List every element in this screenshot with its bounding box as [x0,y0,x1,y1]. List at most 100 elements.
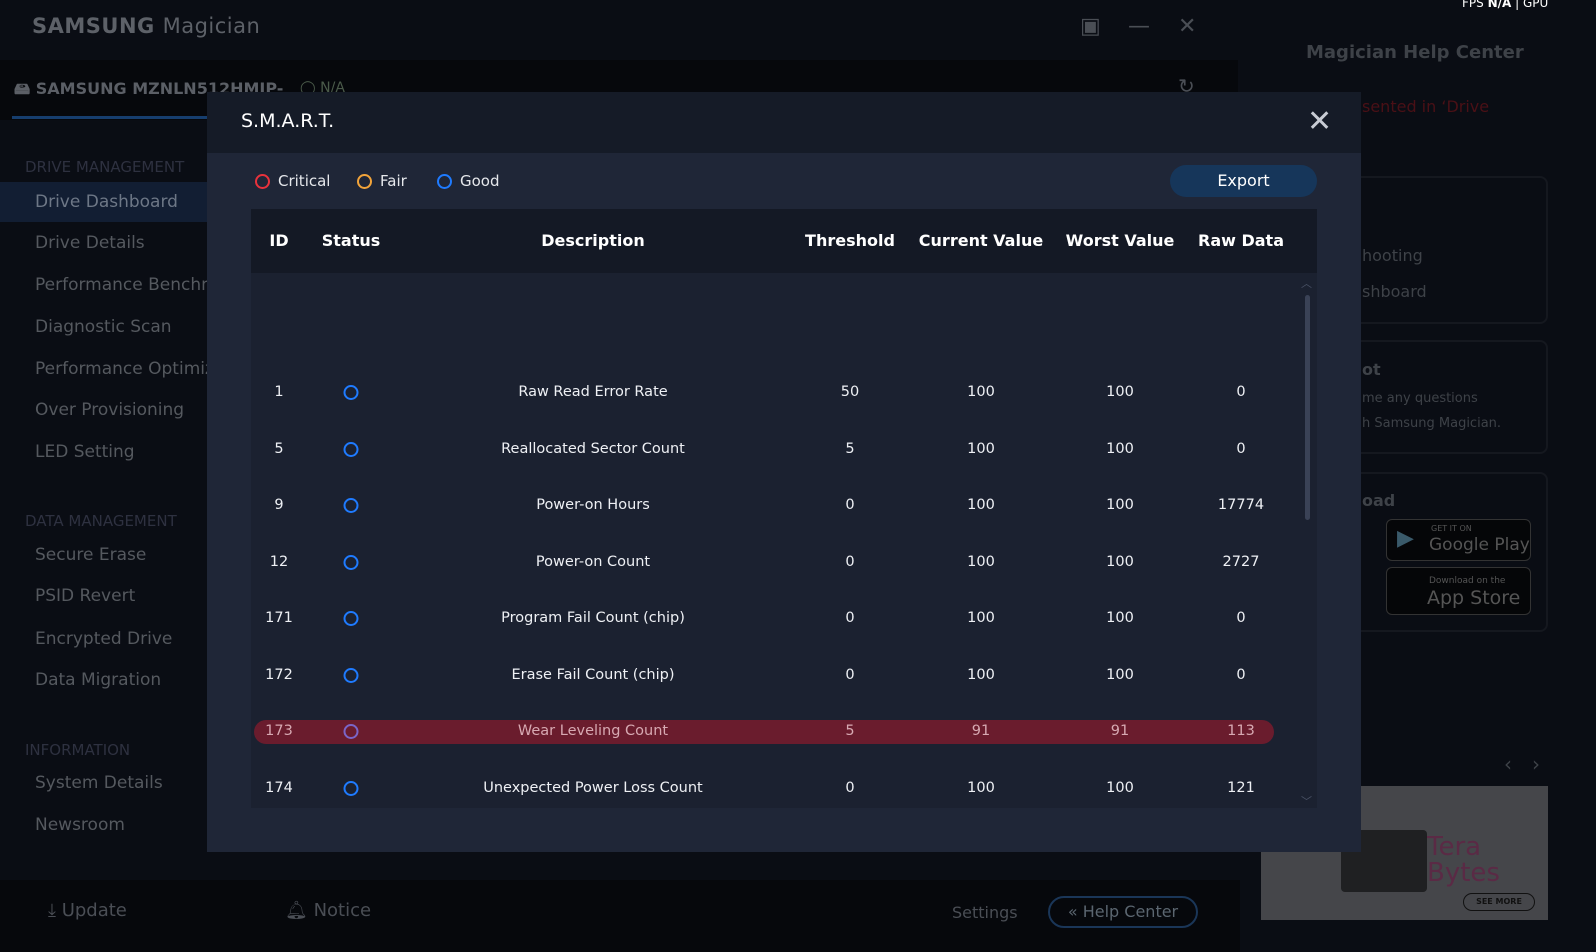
table-row[interactable]: 1 Raw Read Error Rate 50 100 100 0 [251,381,1317,405]
support-text: me any questions [1362,391,1478,406]
table-cell: 1 [274,384,284,400]
table-cell: 0 [845,553,855,570]
sidebar-item[interactable]: Newsroom [35,815,125,835]
table-row[interactable]: 172 Erase Fail Count (chip) 0 100 100 0 [251,664,1317,688]
sidebar-selection [0,182,210,222]
sidebar-item[interactable]: Secure Erase [35,545,147,565]
close-window-icon[interactable]: ✕ [1178,14,1197,39]
status-indicator-icon [343,554,359,570]
status-indicator-icon [343,667,359,683]
table-cell: 100 [1106,440,1134,457]
sidebar-item[interactable]: LED Setting [35,442,135,462]
status-indicator-icon [343,724,359,739]
download-title: oad [1362,491,1396,510]
table-row[interactable]: 5 Reallocated Sector Count 5 100 100 0 [251,438,1317,462]
settings-button[interactable]: Settings [952,903,1018,922]
google-play-icon: ▶ [1397,526,1414,551]
table-cell: 100 [967,384,995,400]
sidebar-item[interactable]: PSID Revert [35,586,136,606]
table-cell: 0 [1236,440,1246,457]
sidebar-item[interactable]: Performance Benchmark [35,275,245,295]
scrollbar[interactable] [1305,295,1310,520]
sidebar-item[interactable]: Data Migration [35,670,162,690]
table-cell: 5 [845,440,855,457]
table-cell: 100 [967,666,995,683]
app-store-button[interactable]: Download on the App Store [1386,567,1531,615]
table-cell: Power-on Hours [536,497,650,513]
restore-icon[interactable]: ▣ [1080,14,1101,39]
column-header[interactable]: Threshold [805,231,895,250]
table-cell: 174 [265,779,293,796]
column-header[interactable]: Worst Value [1065,231,1175,250]
scroll-down-icon[interactable]: ﹀ [1301,795,1312,808]
table-cell: 5 [845,723,855,739]
status-indicator-icon [343,441,359,457]
table-cell: Unexpected Power Loss Count [483,779,703,796]
column-header[interactable]: ID [269,231,289,250]
google-play-button[interactable]: GET IT ON Google Play ▶ [1386,519,1531,561]
table-cell: 9 [274,497,284,513]
table-cell: 100 [1106,553,1134,570]
drive-icon: 🖴 [14,79,31,98]
see-more-button[interactable]: SEE MORE [1463,893,1535,911]
export-button[interactable]: Export [1170,165,1317,197]
sidebar-item[interactable]: Drive Details [35,233,145,253]
status-indicator-icon [343,780,359,796]
sidebar-item[interactable]: Encrypted Drive [35,629,173,649]
table-header: ID Status Description Threshold Current Valu… [251,209,1317,273]
carousel-next-icon[interactable]: › [1532,752,1540,776]
legend-good: Good [437,172,500,190]
sidebar-item[interactable]: Performance Optimization [35,359,257,379]
sidebar-item[interactable]: Drive Dashboard [35,192,178,212]
table-cell: 100 [967,553,995,570]
table-cell: 100 [967,497,995,513]
sidebar-item[interactable]: System Details [35,773,163,793]
minimize-icon[interactable]: — [1128,14,1150,39]
column-header[interactable]: Raw Data [1198,231,1284,250]
app-logo: SAMSUNG Magician [32,14,261,38]
table-cell: Erase Fail Count (chip) [511,666,675,683]
table-cell: 91 [971,723,991,739]
table-cell: 113 [1227,723,1255,739]
table-cell: Raw Read Error Rate [518,384,668,400]
table-cell: 50 [840,384,860,400]
support-text: h Samsung Magician. [1362,416,1502,431]
table-cell: 0 [845,779,855,796]
help-link[interactable]: hooting [1362,246,1423,265]
column-header[interactable]: Current Value [918,231,1044,250]
fair-dot-icon [357,173,372,189]
sidebar-item[interactable]: Over Provisioning [35,400,185,420]
help-center-button[interactable]: « Help Center [1048,896,1198,928]
table-cell: 91 [1110,723,1130,739]
table-cell: 2727 [1222,553,1260,570]
sidebar-section-title: DATA MANAGEMENT [25,512,177,530]
scroll-up-icon[interactable]: ︿ [1301,277,1312,290]
help-warning: sented in ‘Drive [1362,97,1490,116]
close-icon[interactable]: ✕ [1307,104,1333,139]
table-cell: 172 [265,666,293,683]
table-row[interactable]: 171 Program Fail Count (chip) 0 100 100 0 [251,607,1317,631]
table-cell: 100 [1106,610,1134,626]
help-link[interactable]: shboard [1362,282,1427,301]
table-cell: 171 [265,610,293,626]
table-cell: 0 [1236,384,1246,400]
table-cell: 17774 [1217,497,1265,513]
status-indicator-icon [343,611,359,626]
drive-tab-indicator [12,116,212,119]
carousel-prev-icon[interactable]: ‹ [1504,752,1512,776]
table-row[interactable]: 174 Unexpected Power Loss Count 0 100 100 121 [251,777,1317,801]
sidebar-item[interactable]: Diagnostic Scan [35,317,172,337]
table-cell: 0 [1236,666,1246,683]
table-cell: 173 [265,723,293,739]
update-button[interactable]: ⤓ Update [48,900,127,921]
table-cell: 0 [845,497,855,513]
table-cell: Program Fail Count (chip) [501,610,685,626]
column-header[interactable]: Description [541,231,645,250]
column-header[interactable]: Status [321,231,381,250]
table-row[interactable]: 12 Power-on Count 0 100 100 2727 [251,551,1317,575]
notice-button[interactable]: 🔔︎ Notice [285,900,372,921]
good-dot-icon [437,173,452,189]
table-row[interactable]: 173 Wear Leveling Count 5 91 91 113 [254,720,1274,744]
bottom-bar [0,880,1240,952]
table-row[interactable]: 9 Power-on Hours 0 100 100 17774 [251,494,1317,518]
